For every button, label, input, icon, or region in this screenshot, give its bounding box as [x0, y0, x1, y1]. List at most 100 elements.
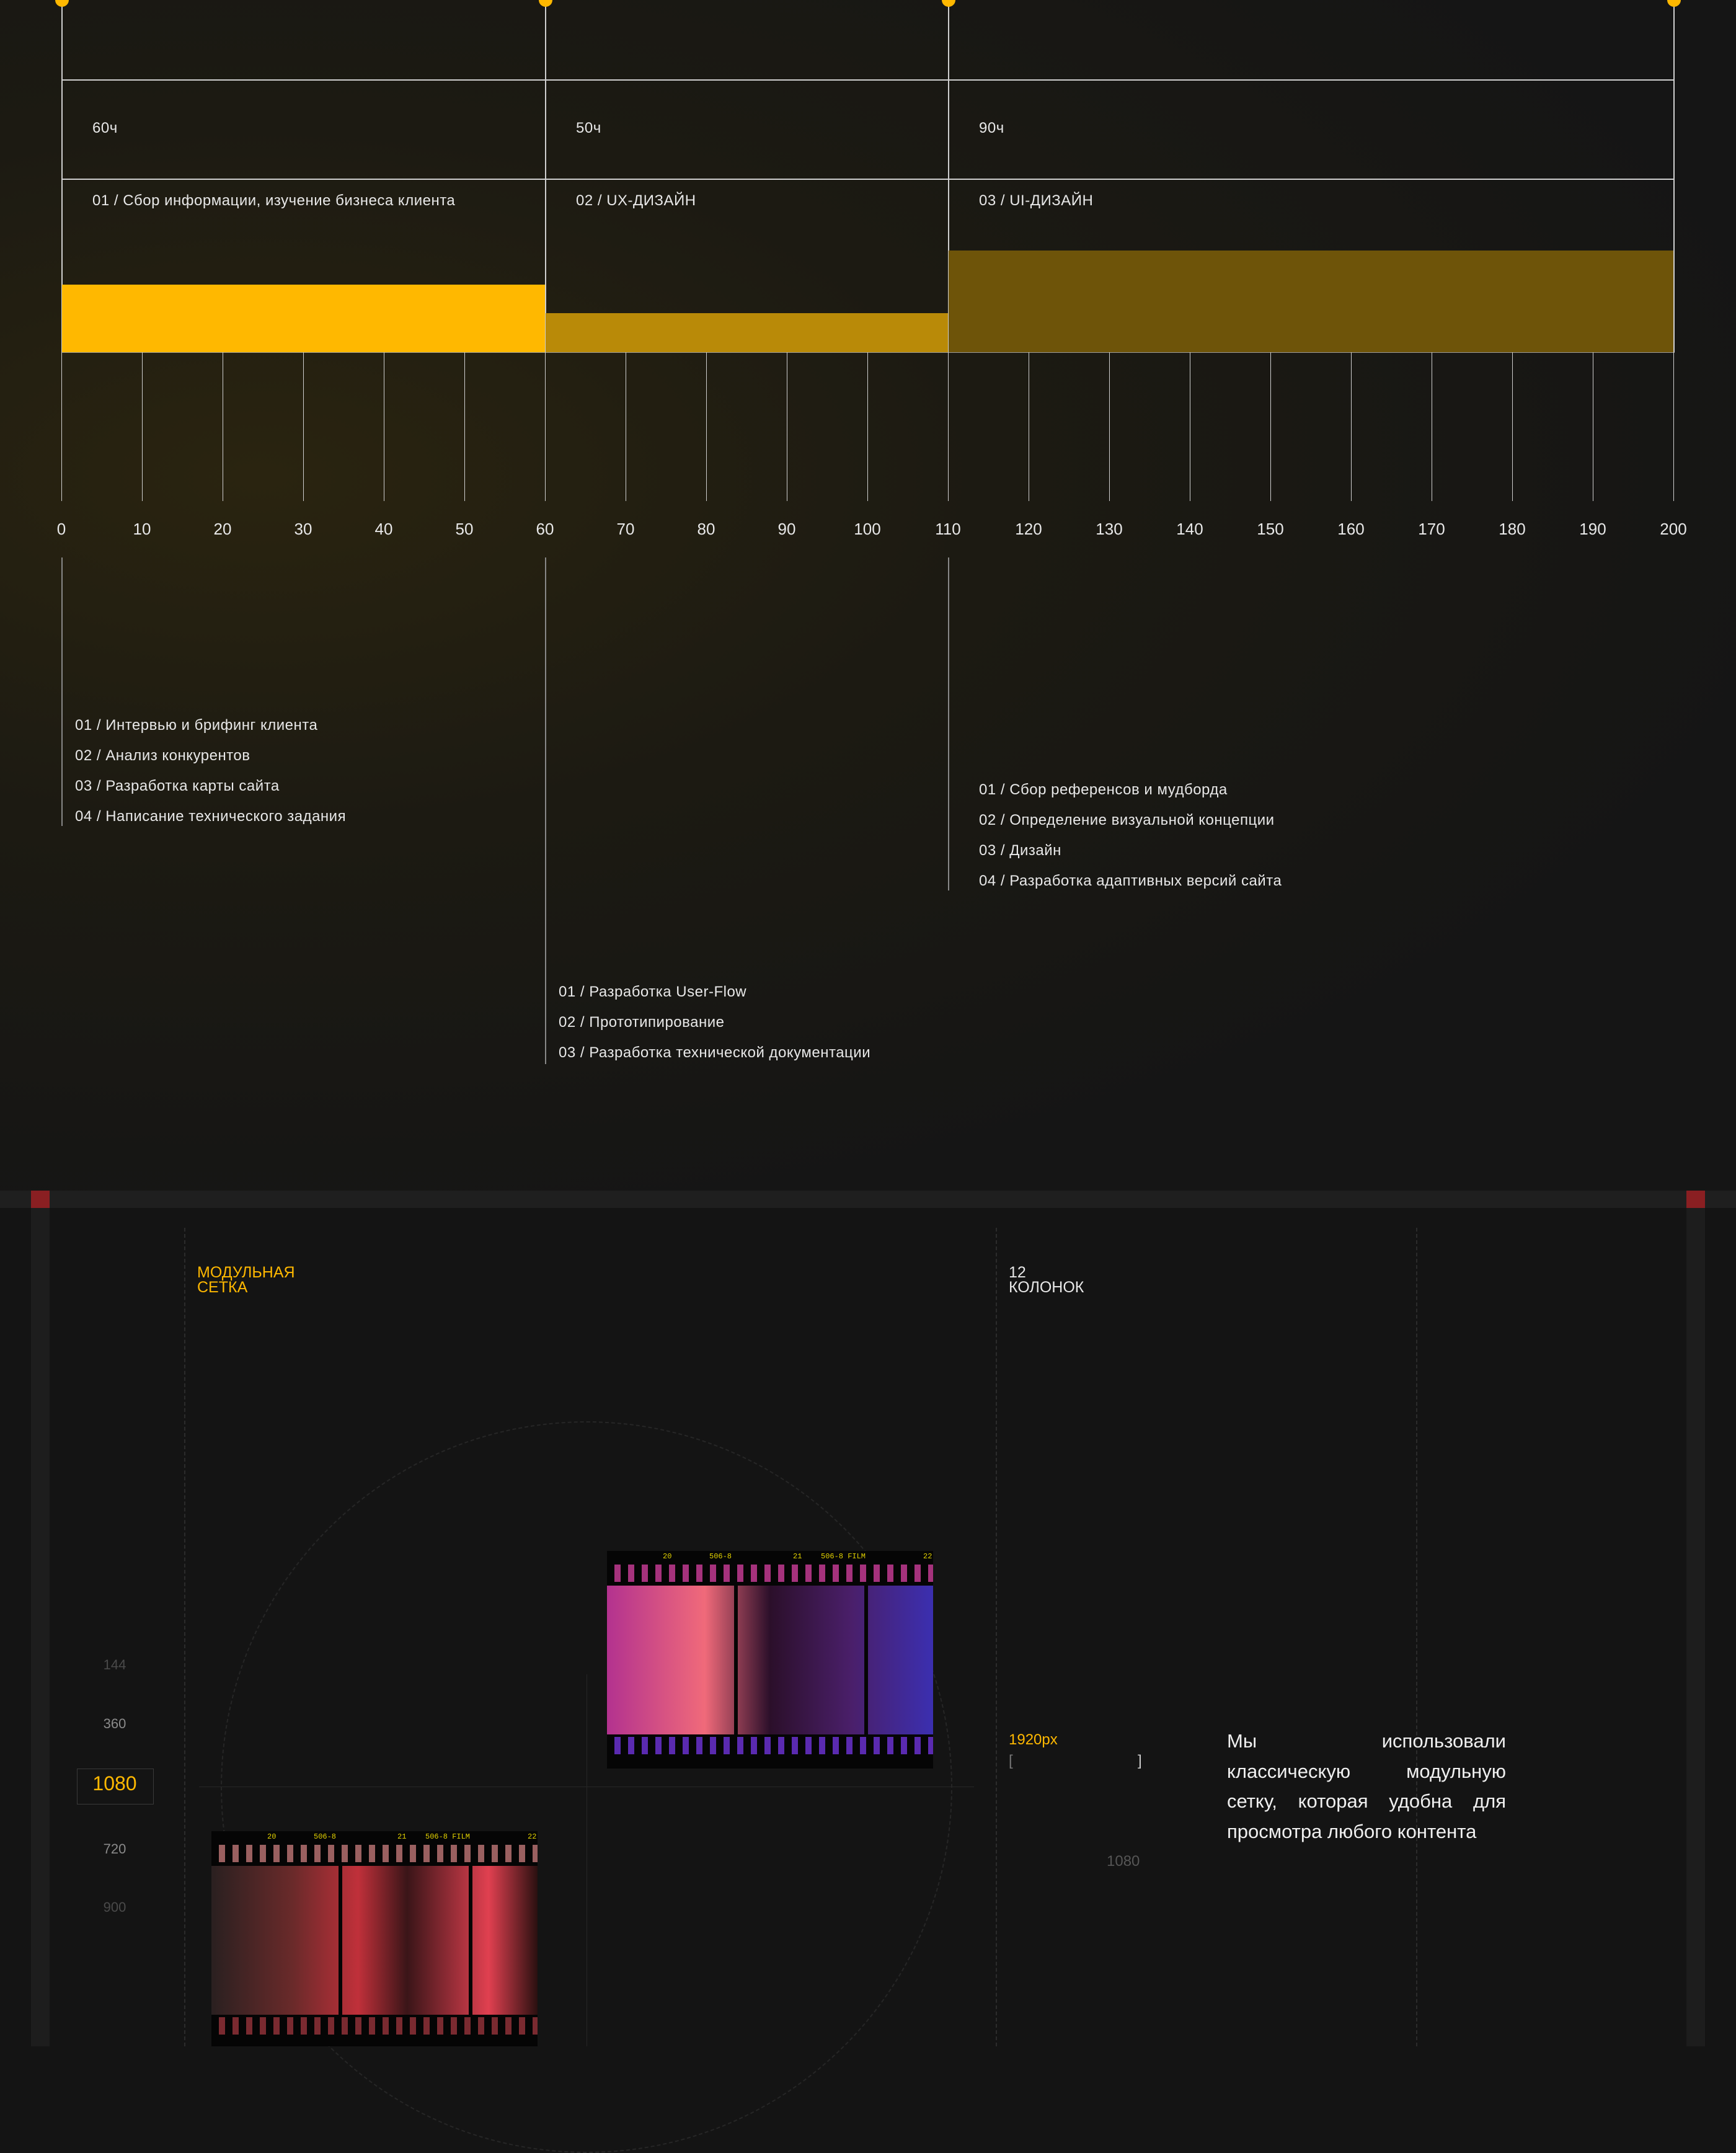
axis-tick-line — [464, 352, 465, 501]
phase-task: 04 / Написание технического задания — [75, 808, 347, 825]
phase-task: 01 / Интервью и брифинг клиента — [75, 717, 318, 734]
phase-divider — [545, 79, 546, 352]
axis-tick-label: 140 — [1176, 520, 1203, 538]
phase-hours: 90ч — [979, 120, 1004, 136]
scale-value: 720 — [103, 1841, 126, 1857]
axis-tick-label: 130 — [1096, 520, 1123, 538]
film-label: 506-8 FILM — [425, 1832, 471, 1841]
title-line: МОДУЛЬНАЯ — [197, 1264, 295, 1281]
scale-value: 900 — [103, 1899, 126, 1915]
film-label: 20 — [267, 1832, 277, 1841]
axis-tick-line — [545, 352, 546, 501]
phase-tasks-line — [948, 557, 949, 890]
phase-divider — [948, 79, 949, 352]
film-label: 20 — [663, 1552, 672, 1561]
columns-count: 12 — [1009, 1264, 1026, 1281]
film-label: 506-8 FILM — [821, 1552, 866, 1561]
scale-value: 144 — [103, 1657, 126, 1672]
film-label: 21 — [793, 1552, 802, 1561]
phase-divider — [1673, 0, 1675, 352]
axis-tick-line — [1109, 352, 1110, 501]
axis-tick-label: 60 — [536, 520, 554, 538]
phase-task: 01 / Сбор референсов и мудборда — [979, 781, 1228, 798]
axis-tick-label: 20 — [213, 520, 232, 538]
phase-task: 02 / Определение визуальной концепции — [979, 812, 1275, 828]
grid-guide — [184, 1228, 185, 2046]
axis-tick-label: 190 — [1579, 520, 1606, 538]
phase-title: 01 / Сбор информации, изучение бизнеса к… — [92, 192, 456, 209]
timeline-top-line — [61, 79, 1675, 81]
phase-marker-dot — [539, 0, 552, 7]
phase-title: 02 / UX-ДИЗАЙН — [576, 192, 696, 209]
top-band — [0, 1191, 1736, 1208]
film-label: 21 — [397, 1832, 407, 1841]
axis-tick-label: 100 — [854, 520, 881, 538]
axis-tick-label: 10 — [133, 520, 151, 538]
height-label: 1080 — [1107, 1853, 1140, 1870]
phase-hours: 50ч — [576, 120, 601, 136]
axis-tick-label: 30 — [294, 520, 312, 538]
phase-task: 03 / Разработка карты сайта — [75, 778, 280, 794]
phase-divider — [61, 0, 63, 79]
film-strip-photo-red: 20 506-8 21 506-8 FILM 22 — [211, 1831, 538, 2046]
columns-word: КОЛОНОК — [1009, 1279, 1084, 1296]
phase-title: 03 / UI-ДИЗАЙН — [979, 192, 1094, 209]
phase-hours: 60ч — [92, 120, 118, 136]
phase-bar — [62, 285, 546, 352]
phase-task: 02 / Прототипирование — [559, 1014, 725, 1031]
phase-divider — [545, 0, 546, 79]
axis-tick-line — [142, 352, 143, 501]
axis-tick-line — [948, 352, 949, 501]
phase-bar — [546, 313, 949, 352]
axis-tick-label: 150 — [1257, 520, 1284, 538]
axis-tick-label: 40 — [374, 520, 393, 538]
axis-tick-label: 120 — [1015, 520, 1042, 538]
phase-divider — [61, 79, 63, 352]
axis-tick-line — [303, 352, 304, 501]
phase-tasks-line — [545, 557, 546, 1064]
phase-task: 02 / Анализ конкурентов — [75, 747, 250, 764]
film-strip-photo-purple: 20 506-8 21 506-8 FILM 22 — [607, 1551, 933, 1769]
grid-section: МОДУЛЬНАЯ СЕТКА 12 КОЛОНОК 144 360 1080 … — [0, 1191, 1736, 2153]
axis-tick-label: 70 — [616, 520, 635, 538]
film-label: 22 — [528, 1832, 537, 1841]
axis-tick-label: 200 — [1660, 520, 1687, 538]
grid-guide — [996, 1228, 997, 2046]
phase-marker-dot — [942, 0, 955, 7]
phase-task: 01 / Разработка User-Flow — [559, 983, 747, 1000]
axis-tick-label: 50 — [455, 520, 474, 538]
film-label: 506-8 — [709, 1552, 732, 1561]
columns-label: 12 КОЛОНОК — [1009, 1265, 1084, 1295]
axis-tick-line — [1673, 352, 1674, 501]
axis-tick-label: 80 — [697, 520, 715, 538]
phase-task: 04 / Разработка адаптивных версий сайта — [979, 872, 1282, 889]
phase-marker-dot — [1667, 0, 1681, 7]
scale-value-selected: 1080 — [92, 1772, 137, 1795]
scale-value: 360 — [103, 1716, 126, 1731]
title-line: СЕТКА — [197, 1279, 248, 1296]
left-corner-marker — [31, 1191, 50, 1208]
right-rail — [1686, 1191, 1705, 2046]
description-text: Мы использовали классическую модульную с… — [1227, 1730, 1506, 1842]
axis-tick-line — [867, 352, 868, 501]
film-label: 22 — [923, 1552, 932, 1561]
axis-tick-label: 180 — [1499, 520, 1526, 538]
timeline-bar-baseline — [61, 352, 1675, 353]
timeline-mid-line — [61, 179, 1675, 180]
phase-divider — [948, 0, 949, 79]
bracket-open: [ — [1009, 1752, 1013, 1769]
phase-bar — [949, 251, 1674, 352]
right-corner-marker — [1686, 1191, 1705, 1208]
phase-task: 03 / Разработка технической документации — [559, 1044, 871, 1061]
phase-marker-dot — [55, 0, 69, 7]
axis-tick-line — [1351, 352, 1352, 501]
axis-tick-label: 110 — [935, 520, 961, 538]
timeline-section: 60ч 01 / Сбор информации, изучение бизне… — [0, 0, 1736, 1191]
left-rail — [31, 1191, 50, 2046]
axis-tick-line — [1270, 352, 1271, 501]
scale-value-highlight-box — [77, 1769, 154, 1805]
film-label: 506-8 — [314, 1832, 337, 1841]
bracket-close: ] — [1138, 1752, 1142, 1769]
axis-tick-label: 0 — [56, 520, 66, 538]
phase-task: 03 / Дизайн — [979, 842, 1061, 859]
